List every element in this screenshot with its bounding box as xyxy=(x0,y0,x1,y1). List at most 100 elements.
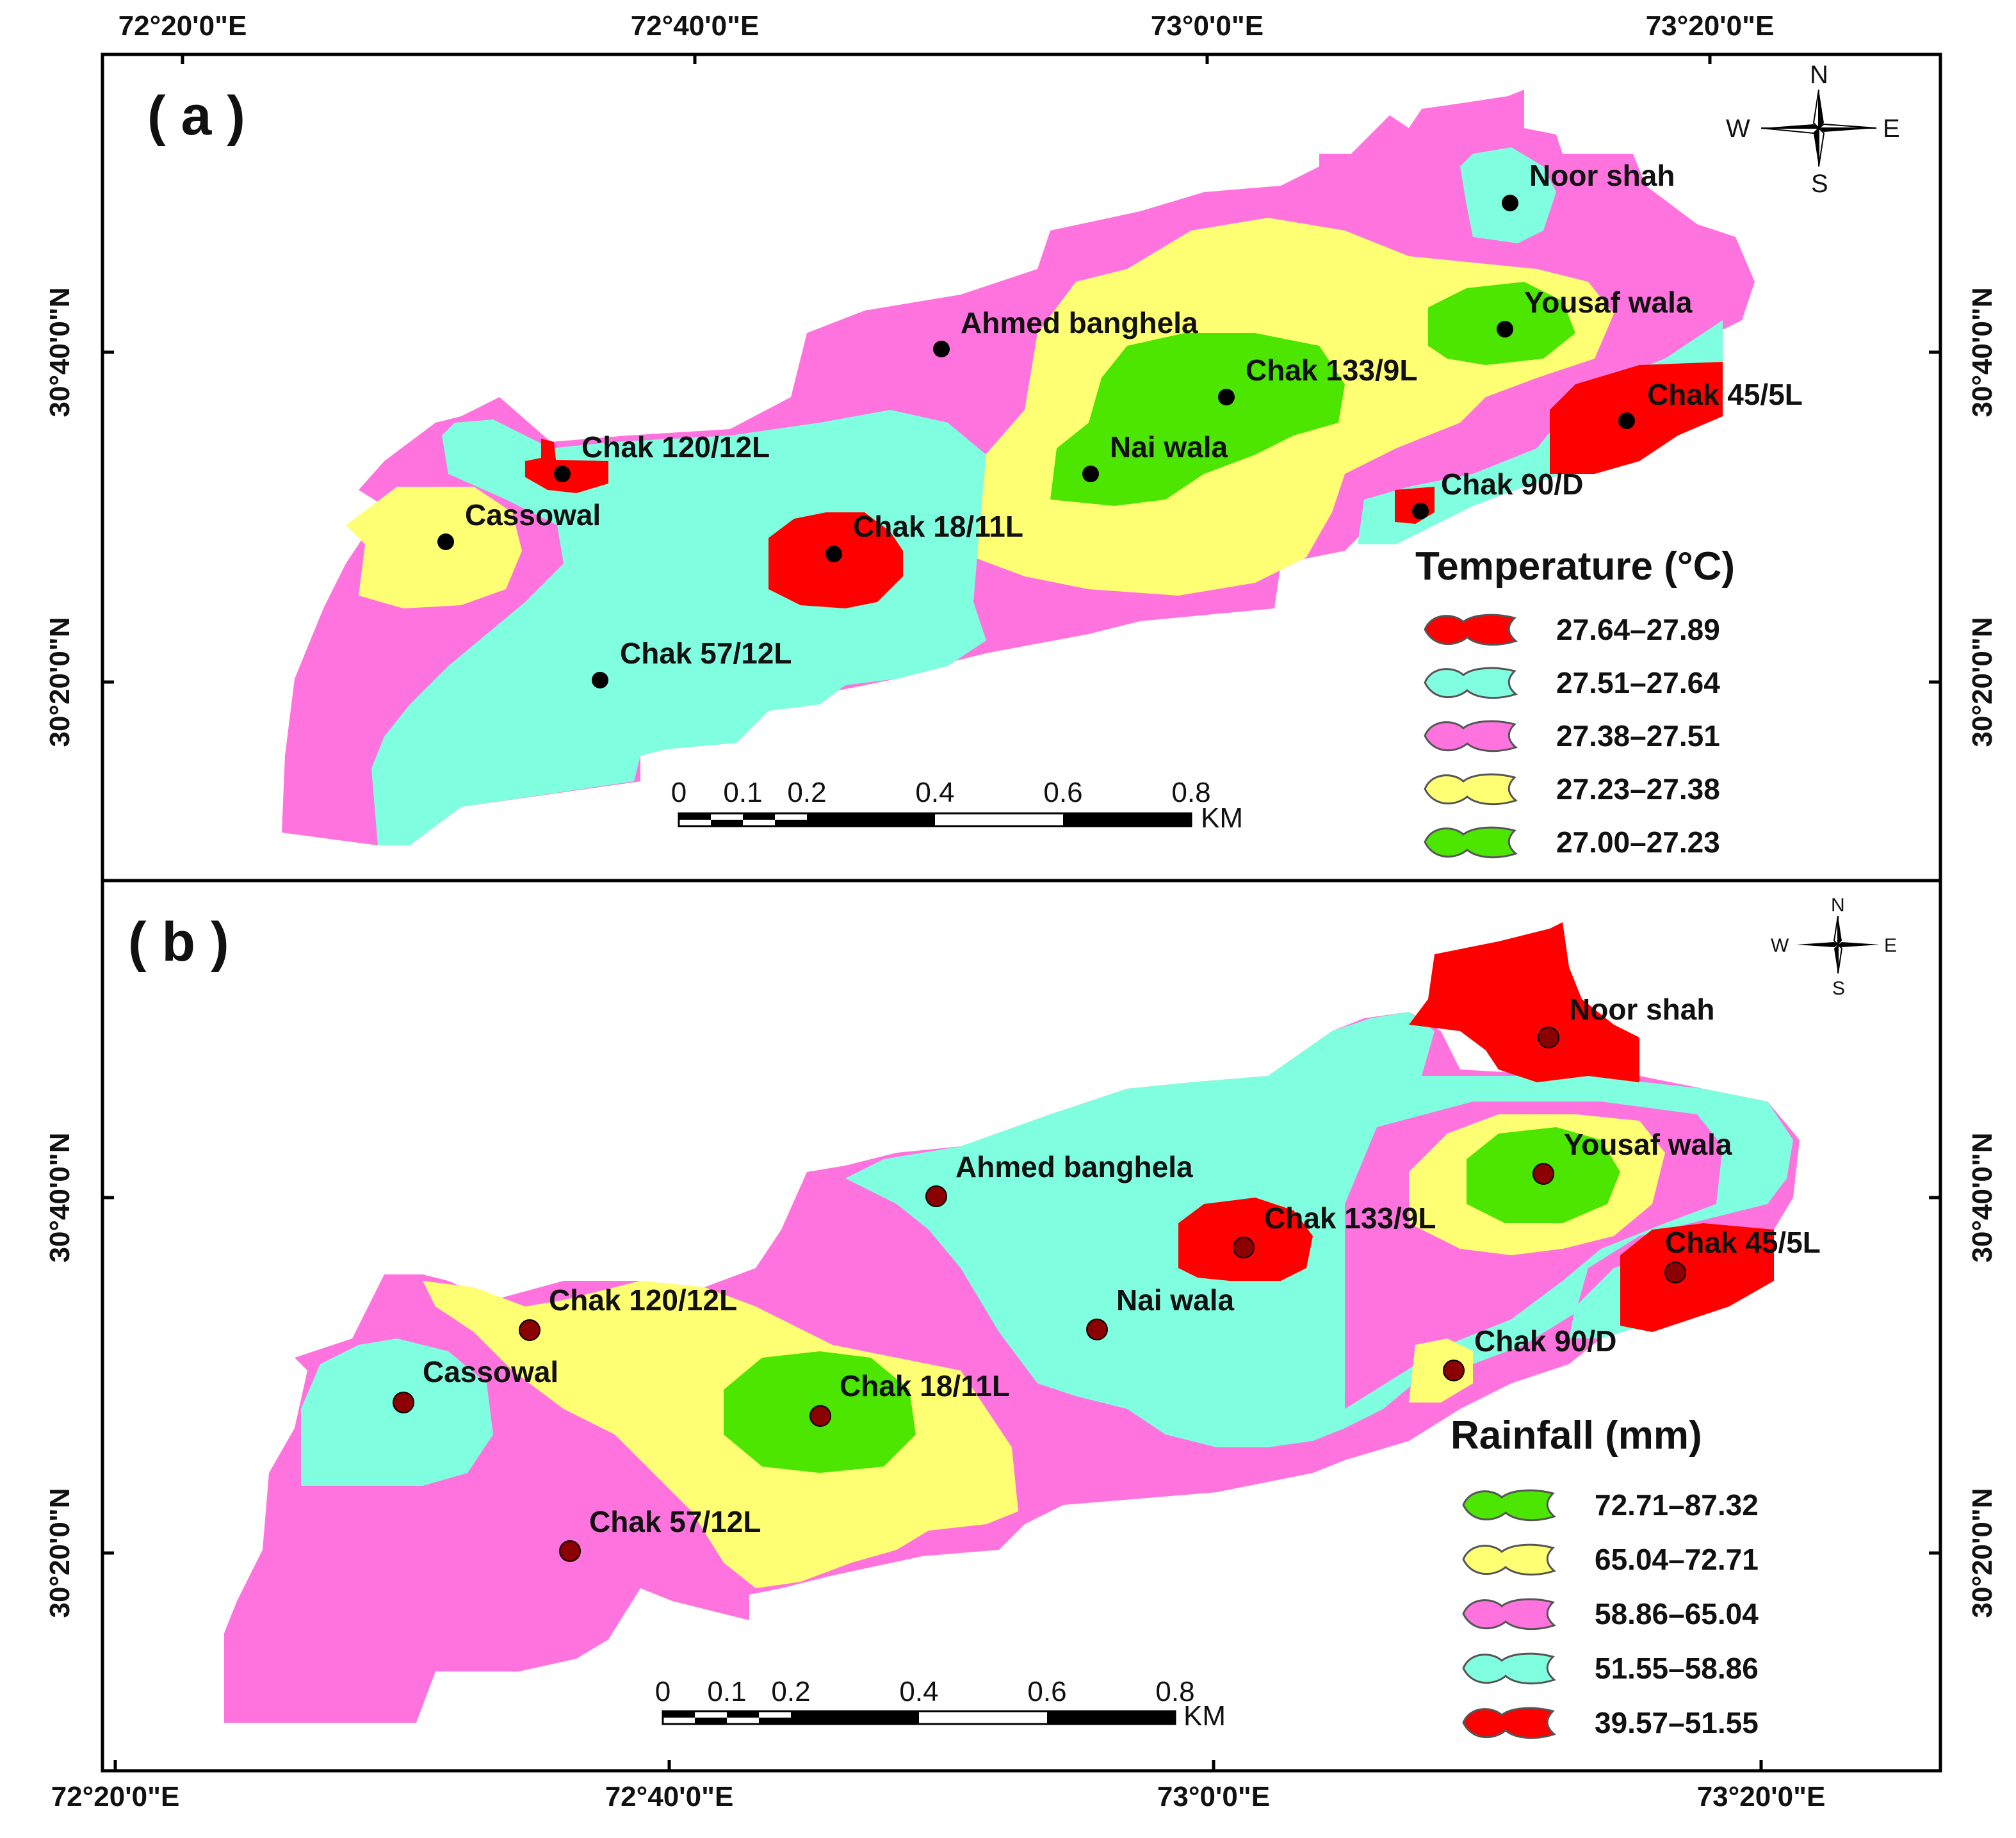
panel-b: Noor shah Yousaf wala Ahmed banghela Cha… xyxy=(101,879,1942,1773)
scale-a-08: 0.8 xyxy=(1171,777,1210,808)
legend-a-item-swatch xyxy=(1424,667,1518,699)
station-b-cassowal xyxy=(393,1392,414,1413)
compass-rose-icon: N S W E xyxy=(1771,895,1897,999)
zone-a-red-120 xyxy=(525,439,608,493)
station-b-chak-45 xyxy=(1664,1262,1686,1283)
bottom-x-tick-4: 73°20'0"E xyxy=(1697,1781,1826,1812)
station-b-chak-57 xyxy=(559,1540,581,1562)
station-a-label-ahmed-banghela: Ahmed banghela xyxy=(961,306,1198,339)
legend-a-item-label: 27.00–27.23 xyxy=(1556,825,1720,859)
legend-b-item-label: 65.04–72.71 xyxy=(1595,1543,1759,1576)
panel-b-zones xyxy=(224,922,1800,1723)
bottom-x-tick-3: 73°0'0"E xyxy=(1157,1781,1270,1812)
zone-b-yellow-small xyxy=(1409,1338,1473,1403)
station-a-ahmed-banghela xyxy=(933,341,950,357)
scale-b-unit: KM xyxy=(1183,1700,1226,1732)
station-b-label-chak-18: Chak 18/11L xyxy=(840,1369,1010,1403)
station-a-chak-57 xyxy=(592,672,608,688)
left-y-tick-b-1: 30°40'0"N xyxy=(44,1132,76,1262)
right-y-tick-a-1: 30°40'0"N xyxy=(1967,287,1998,417)
bottom-x-tick-1: 72°20'0"E xyxy=(51,1781,180,1812)
panel-b-stations xyxy=(393,1027,1686,1562)
station-b-label-ahmed-banghela: Ahmed banghela xyxy=(955,1150,1193,1183)
station-a-label-nai-wala: Nai wala xyxy=(1110,430,1228,464)
legend-b-items: 72.71–87.32 65.04–72.71 58.86–65.04 51.55–5… xyxy=(1462,1488,1759,1739)
scale-a-01: 0.1 xyxy=(723,777,762,808)
scale-b-06: 0.6 xyxy=(1027,1676,1066,1707)
panel-a-stations xyxy=(437,195,1635,688)
legend-a-item-swatch xyxy=(1424,614,1518,646)
left-y-tick-a-2: 30°20'0"N xyxy=(44,617,76,747)
legend-a-item-swatch xyxy=(1424,773,1518,806)
right-y-tick-b-2: 30°20'0"N xyxy=(1967,1488,1998,1618)
station-b-label-cassowal: Cassowal xyxy=(423,1355,558,1388)
station-a-label-chak-45: Chak 45/5L xyxy=(1647,378,1803,411)
station-a-chak-45 xyxy=(1618,412,1635,429)
scale-a-unit: KM xyxy=(1201,802,1243,834)
station-a-chak-90 xyxy=(1412,503,1429,519)
legend-b-item-label: 58.86–65.04 xyxy=(1595,1597,1759,1631)
station-b-chak-133 xyxy=(1233,1237,1255,1258)
station-b-noor-shah xyxy=(1538,1027,1559,1048)
station-b-label-chak-57: Chak 57/12L xyxy=(589,1505,761,1538)
station-b-chak-18 xyxy=(809,1405,831,1427)
zone-b-red-noor xyxy=(1409,922,1639,1082)
station-a-label-chak-120: Chak 120/12L xyxy=(581,430,770,464)
scale-a-06: 0.6 xyxy=(1043,777,1082,808)
station-b-yousaf-wala xyxy=(1532,1163,1554,1185)
top-x-tick-4: 73°20'0"E xyxy=(1646,10,1775,42)
station-b-label-nai-wala: Nai wala xyxy=(1116,1283,1235,1317)
station-a-label-chak-90: Chak 90/D xyxy=(1441,468,1583,501)
left-y-tick-a-1: 30°40'0"N xyxy=(44,287,76,417)
station-b-label-yousaf-wala: Yousaf wala xyxy=(1564,1128,1732,1161)
station-a-label-noor-shah: Noor shah xyxy=(1529,159,1675,192)
panel-a-scale-bar: 0 0.1 0.2 0.4 0.6 0.8 KM xyxy=(671,777,1243,834)
compass-rose-icon: N S W E xyxy=(1726,61,1900,198)
scale-b-08: 0.8 xyxy=(1155,1676,1194,1707)
legend-a-item-label: 27.51–27.64 xyxy=(1556,666,1720,699)
legend-a-items: 27.64–27.89 27.51–27.64 27.38–27.51 27.23–2… xyxy=(1424,613,1720,859)
legend-b-item-swatch xyxy=(1462,1652,1557,1685)
legend-a-item-label: 27.38–27.51 xyxy=(1556,719,1720,752)
top-x-tick-1: 72°20'0"E xyxy=(118,10,247,42)
scale-b-04: 0.4 xyxy=(899,1676,938,1707)
panel-b-ticks xyxy=(102,1196,1940,1771)
legend-a-title: Temperature (°C) xyxy=(1415,544,1735,589)
panel-a-ticks xyxy=(102,54,1940,684)
legend-a-item-swatch xyxy=(1424,720,1518,752)
panel-b-label: ( b ) xyxy=(128,911,229,973)
legend-b-item-label: 72.71–87.32 xyxy=(1595,1488,1759,1522)
station-a-cassowal xyxy=(437,533,454,550)
station-a-label-chak-18: Chak 18/11L xyxy=(853,510,1023,543)
zone-b-red-45 xyxy=(1620,1223,1774,1332)
station-b-label-chak-90: Chak 90/D xyxy=(1474,1324,1616,1358)
right-y-tick-a-2: 30°20'0"N xyxy=(1967,617,1998,747)
panel-a-label: ( a ) xyxy=(147,85,245,147)
zone-a-yellow-west xyxy=(346,487,522,608)
legend-b-item-swatch xyxy=(1462,1707,1557,1739)
panel-a: Noor shah Yousaf wala Ahmed banghela Cha… xyxy=(101,53,1942,882)
compass-b-s: S xyxy=(1832,978,1845,999)
top-x-tick-3: 73°0'0"E xyxy=(1151,10,1264,42)
compass-a-e: E xyxy=(1883,115,1900,143)
station-b-chak-120 xyxy=(519,1319,541,1341)
panel-b-legend: Rainfall (mm) 72.71–87.32 65.04–72.71 58.8… xyxy=(1451,1413,1759,1739)
legend-a-item-label: 27.64–27.89 xyxy=(1556,613,1720,646)
legend-b-item-label: 51.55–58.86 xyxy=(1595,1652,1759,1685)
station-a-label-cassowal: Cassowal xyxy=(465,498,601,532)
station-a-yousaf-wala xyxy=(1497,321,1513,338)
legend-b-title: Rainfall (mm) xyxy=(1451,1413,1702,1458)
station-a-nai-wala xyxy=(1082,466,1099,482)
right-y-tick-b-1: 30°40'0"N xyxy=(1967,1132,1998,1262)
bottom-x-tick-2: 72°40'0"E xyxy=(605,1781,734,1812)
scale-a-0: 0 xyxy=(671,777,687,808)
left-y-tick-b-2: 30°20'0"N xyxy=(44,1488,76,1618)
panel-a-station-labels: Noor shah Yousaf wala Ahmed banghela Cha… xyxy=(465,159,1803,670)
compass-b-w: W xyxy=(1771,935,1789,956)
legend-b-item-label: 39.57–51.55 xyxy=(1595,1706,1759,1739)
panel-a-legend: Temperature (°C) 27.64–27.8927.51–27.642… xyxy=(1415,544,1735,859)
station-b-label-chak-120: Chak 120/12L xyxy=(549,1283,737,1317)
station-a-chak-18 xyxy=(825,546,842,562)
zone-a-red-45 xyxy=(1550,362,1723,474)
legend-a-item-label: 27.23–27.38 xyxy=(1556,772,1720,806)
